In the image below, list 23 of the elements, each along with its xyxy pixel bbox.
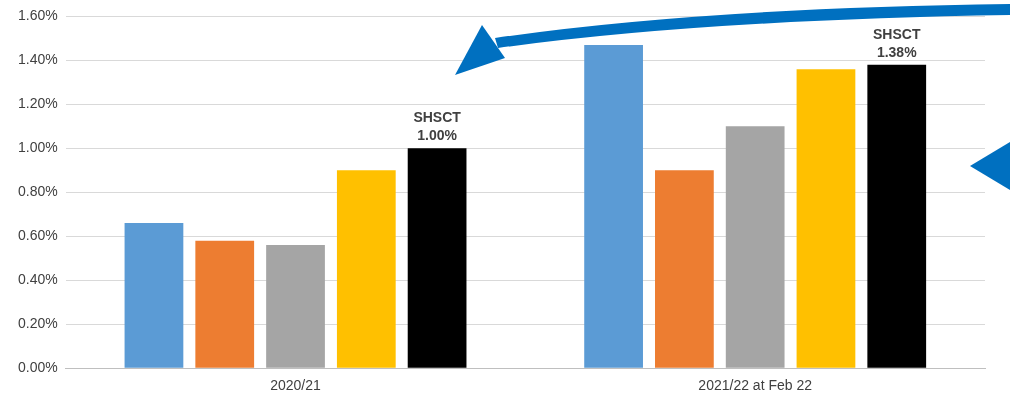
y-tick-label: 0.00%: [17, 359, 58, 376]
y-tick-label: 0.60%: [17, 227, 58, 244]
bar: [867, 64, 927, 368]
bar: [336, 170, 396, 368]
bar: [124, 223, 184, 368]
bar: [725, 126, 785, 368]
x-tick-label: 2021/22 at Feb 22: [698, 377, 813, 394]
data-label: SHSCT 1.00%: [413, 109, 462, 144]
bar: [796, 69, 856, 368]
y-tick-label: 1.20%: [17, 95, 58, 112]
bar: [407, 148, 467, 368]
y-tick-label: 1.40%: [17, 51, 58, 68]
x-tick-label: 2020/21: [270, 377, 322, 394]
data-label: SHSCT 1.38%: [873, 25, 921, 60]
bar: [655, 170, 714, 368]
y-tick-label: 0.20%: [17, 315, 58, 332]
y-tick-label: 0.80%: [17, 183, 58, 200]
bar: [195, 240, 255, 368]
bar: [584, 44, 643, 368]
y-tick-label: 1.00%: [17, 139, 58, 156]
bar: [266, 245, 325, 368]
y-tick-label: 0.40%: [17, 271, 58, 288]
y-tick-label: 1.60%: [17, 7, 58, 24]
